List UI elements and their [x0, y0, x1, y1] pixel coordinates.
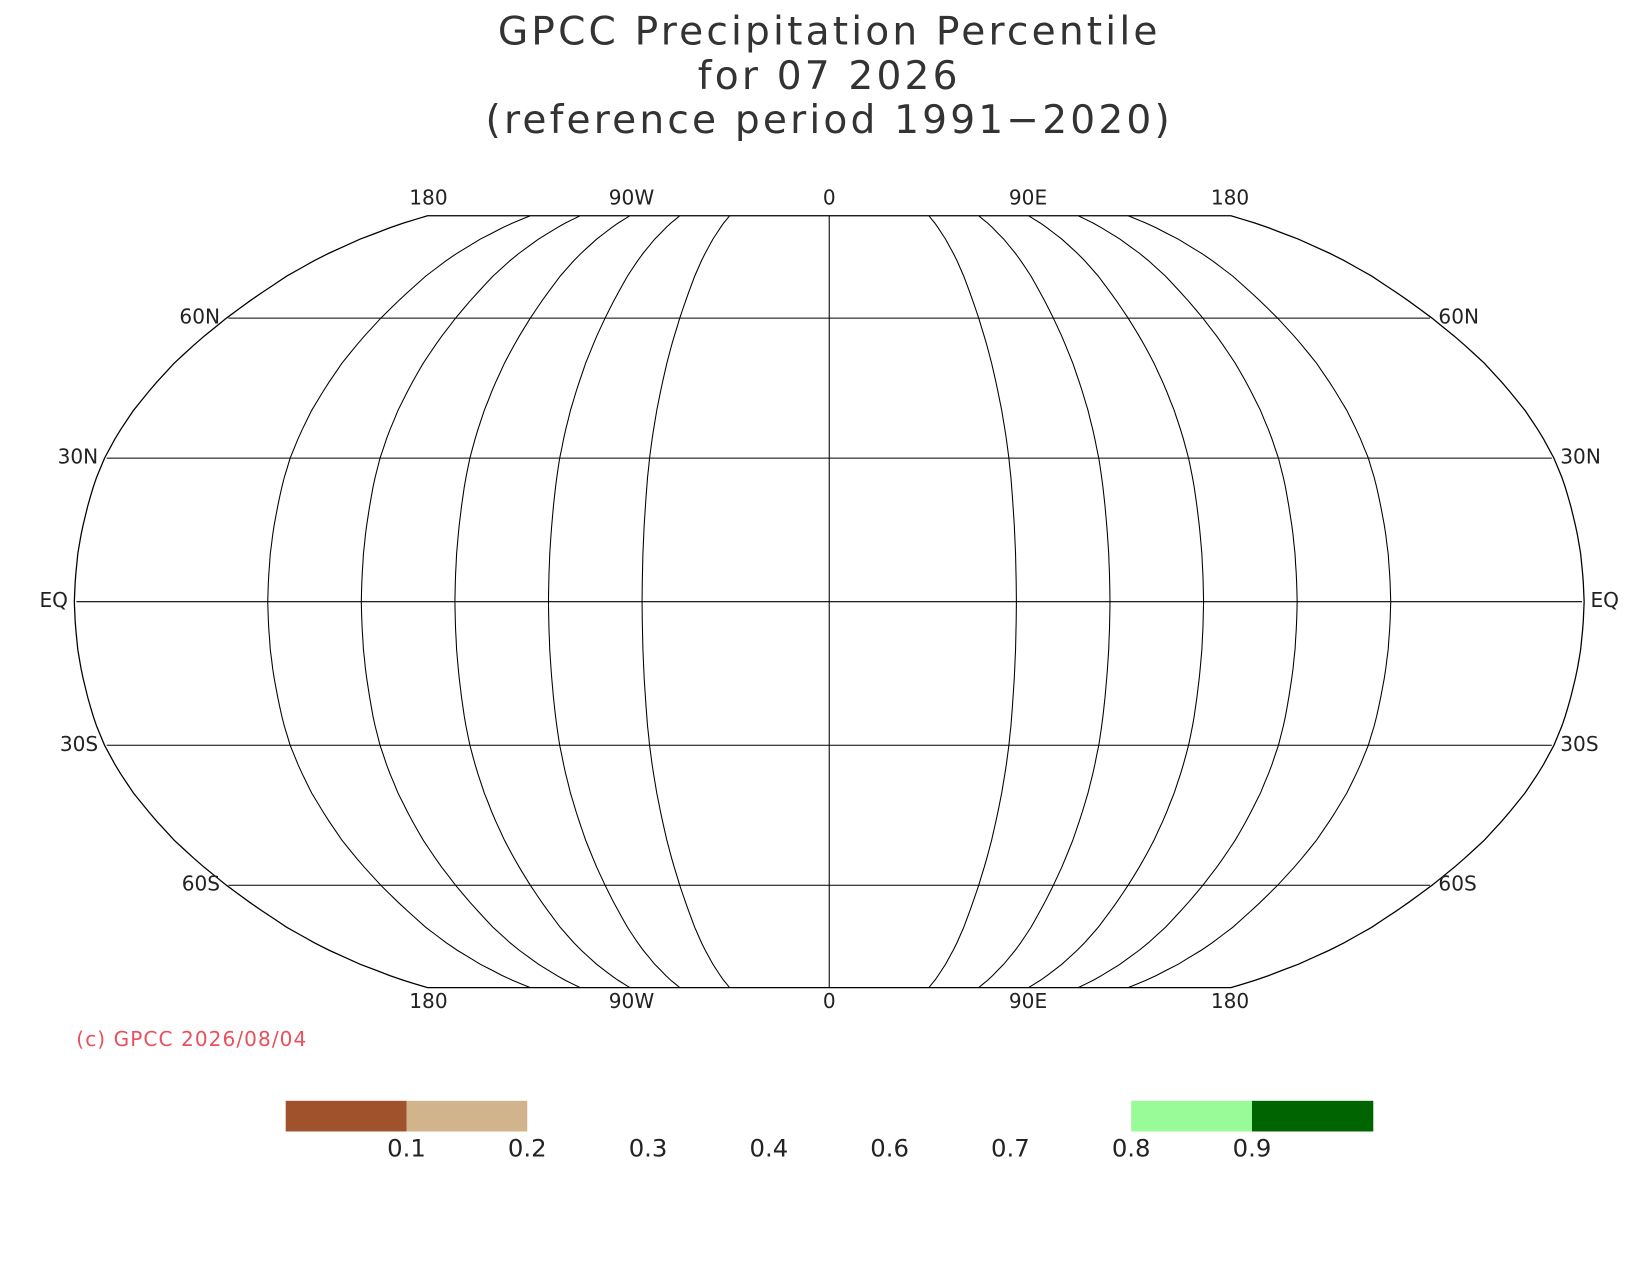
colorbar-segment — [768, 1100, 891, 1132]
latitude-label: 60N — [1438, 305, 1479, 329]
colorbar-label: 0.4 — [750, 1133, 789, 1162]
latitude-label: 30N — [1560, 445, 1601, 469]
latitude-label: 60S — [1438, 872, 1476, 896]
longitude-label: 90W — [609, 185, 655, 209]
colorbar-label: 0.2 — [508, 1133, 547, 1162]
title-line: (reference period 1991−2020) — [486, 98, 1173, 143]
latitude-label: 30N — [58, 445, 99, 469]
colorbar-segment — [285, 1100, 408, 1132]
longitude-label: 0 — [823, 989, 836, 1013]
colorbar-label: 0.7 — [991, 1133, 1030, 1162]
longitude-label: 180 — [1211, 989, 1249, 1013]
map-outline — [73, 215, 1585, 989]
longitude-label: 90E — [1009, 185, 1047, 209]
latitude-label: 60S — [182, 872, 220, 896]
latitude-label: EQ — [1590, 588, 1619, 612]
colorbar-segment — [1131, 1100, 1253, 1132]
colorbar-label: 0.6 — [870, 1133, 909, 1162]
colorbar-segment — [527, 1100, 649, 1132]
colorbar-segment — [1251, 1100, 1374, 1132]
latitude-label: 60N — [179, 305, 220, 329]
latitude-label: EQ — [39, 588, 68, 612]
colorbar-label: 0.3 — [629, 1133, 668, 1162]
longitude-label: 180 — [409, 185, 447, 209]
colorbar-segment — [1010, 1100, 1132, 1132]
title-line: GPCC Precipitation Percentile — [498, 9, 1161, 54]
colorbar-segment — [648, 1100, 770, 1132]
title-line: for 07 2026 — [698, 54, 961, 99]
longitude-label: 0 — [823, 185, 836, 209]
longitude-label: 90E — [1009, 989, 1047, 1013]
colorbar-segment — [406, 1100, 528, 1132]
longitude-label: 180 — [409, 989, 447, 1013]
colorbar-label: 0.9 — [1233, 1133, 1272, 1162]
copyright: (c) GPCC 2026/08/04 — [76, 1027, 307, 1051]
colorbar-label: 0.1 — [387, 1133, 426, 1162]
longitude-label: 90W — [609, 989, 655, 1013]
latitude-label: 30S — [1560, 732, 1598, 756]
latitude-label: 30S — [60, 732, 98, 756]
colorbar-label: 0.8 — [1112, 1133, 1151, 1162]
colorbar-segment — [889, 1100, 1011, 1132]
longitude-label: 180 — [1211, 185, 1249, 209]
